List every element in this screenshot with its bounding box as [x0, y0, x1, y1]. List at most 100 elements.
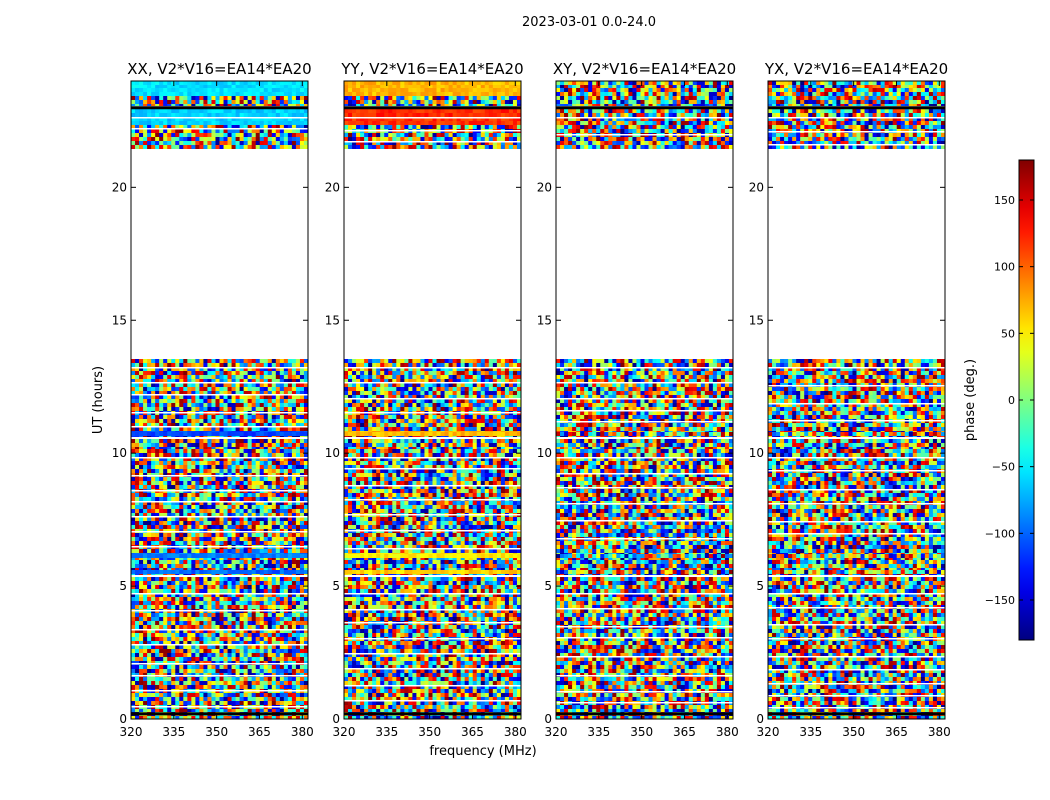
y-tick-label: 0	[119, 712, 127, 726]
data-segment	[768, 554, 946, 560]
x-tick-label: 365	[248, 725, 271, 739]
data-segment	[131, 432, 309, 437]
x-tick-label: 320	[757, 725, 780, 739]
data-segment	[556, 432, 734, 437]
data-segment	[344, 570, 522, 575]
x-tick-label: 335	[162, 725, 185, 739]
y-tick-label: 5	[544, 579, 552, 593]
data-segment	[131, 81, 309, 88]
y-tick-label: 15	[112, 313, 127, 327]
data-segment	[556, 109, 734, 149]
panel-title: YX, V2*V16=EA14*EA20	[764, 60, 948, 78]
data-segment	[344, 585, 522, 712]
panel-title: XX, V2*V16=EA14*EA20	[127, 60, 311, 78]
y-tick-label: 15	[749, 313, 764, 327]
colorbar-tick-label: −150	[985, 594, 1015, 607]
data-segment	[768, 570, 946, 575]
data-segment	[768, 88, 946, 106]
y-tick-label: 15	[325, 313, 340, 327]
data-segment	[556, 577, 734, 585]
x-tick-label: 365	[885, 725, 908, 739]
y-tick-label: 10	[112, 446, 127, 460]
flag-row	[344, 106, 521, 110]
data-segment	[768, 560, 946, 570]
data-segment	[131, 560, 309, 570]
data-segment	[556, 88, 734, 106]
flag-row	[344, 712, 521, 716]
data-segment	[344, 560, 522, 570]
plot-frame	[130, 80, 309, 720]
y-tick-label: 10	[749, 446, 764, 460]
x-tick-label: 365	[461, 725, 484, 739]
flag-row	[768, 712, 945, 716]
x-tick-label: 365	[673, 725, 696, 739]
y-tick-label: 20	[325, 180, 340, 194]
colorbar-tick-label: 150	[994, 194, 1015, 207]
x-tick-label: 380	[291, 725, 314, 739]
flag-row	[556, 106, 733, 110]
x-tick-label: 335	[587, 725, 610, 739]
data-segment	[556, 560, 734, 570]
y-tick-label: 0	[332, 712, 340, 726]
colorbar-tick-label: −50	[992, 461, 1015, 474]
plot-frame	[767, 80, 946, 720]
data-segment	[344, 554, 522, 560]
data-segment	[131, 585, 309, 712]
panel-yx: YX, V2*V16=EA14*EA20 320 335 350 365 380 0 5 10 1…	[749, 60, 951, 739]
data-segment	[556, 554, 734, 560]
data-segment	[131, 439, 309, 449]
panel-xx: XX, V2*V16=EA14*EA20 320 335 350 365 380 0 5 10 1…	[112, 60, 314, 739]
y-tick-label: 20	[112, 180, 127, 194]
panel-xy: XY, V2*V16=EA14*EA20 320 335 350 365 380 0 5 10 1…	[537, 60, 739, 739]
x-tick-label: 380	[928, 725, 951, 739]
data-segment	[344, 449, 522, 554]
data-segment	[131, 449, 309, 554]
plot-frame	[555, 80, 734, 720]
panels-group: XX, V2*V16=EA14*EA20 320 335 350 365 380 0 5 10 1…	[112, 60, 951, 739]
data-segment	[556, 570, 734, 575]
y-tick-label: 0	[756, 712, 764, 726]
flag-row	[131, 106, 308, 110]
y-axis-label: UT (hours)	[91, 366, 106, 434]
plot-frame	[343, 80, 522, 720]
x-tick-label: 350	[418, 725, 441, 739]
data-segment	[768, 81, 946, 88]
data-segment	[768, 449, 946, 554]
x-tick-label: 320	[120, 725, 143, 739]
x-tick-label: 380	[504, 725, 527, 739]
panel-yy: YY, V2*V16=EA14*EA20 320 335 350 365 380 0 5 10 1…	[325, 60, 527, 739]
x-tick-label: 320	[545, 725, 568, 739]
colorbar-tick-label: 0	[1008, 394, 1015, 407]
data-segment	[344, 109, 522, 149]
data-segment	[344, 81, 522, 88]
data-segment	[556, 439, 734, 449]
data-segment	[768, 109, 946, 149]
data-segment	[768, 432, 946, 437]
data-segment	[131, 570, 309, 575]
flag-row	[131, 712, 308, 716]
y-tick-label: 20	[749, 180, 764, 194]
x-tick-label: 350	[630, 725, 653, 739]
data-segment	[556, 449, 734, 554]
y-tick-label: 5	[332, 579, 340, 593]
colorbar-label: phase (deg.)	[963, 359, 978, 441]
data-segment	[344, 359, 522, 432]
x-tick-label: 320	[333, 725, 356, 739]
colorbar-tick-label: 100	[994, 261, 1015, 274]
data-segment	[768, 439, 946, 449]
data-segment	[556, 359, 734, 432]
data-segment	[131, 88, 309, 106]
data-segment	[131, 109, 309, 149]
x-tick-label: 335	[375, 725, 398, 739]
data-segment	[344, 432, 522, 437]
panel-title: XY, V2*V16=EA14*EA20	[553, 60, 736, 78]
x-tick-label: 335	[799, 725, 822, 739]
data-segment	[344, 577, 522, 585]
y-tick-label: 15	[537, 313, 552, 327]
y-tick-label: 10	[537, 446, 552, 460]
x-tick-label: 380	[716, 725, 739, 739]
y-tick-label: 10	[325, 446, 340, 460]
panel-title: YY, V2*V16=EA14*EA20	[340, 60, 523, 78]
data-segment	[344, 88, 522, 106]
